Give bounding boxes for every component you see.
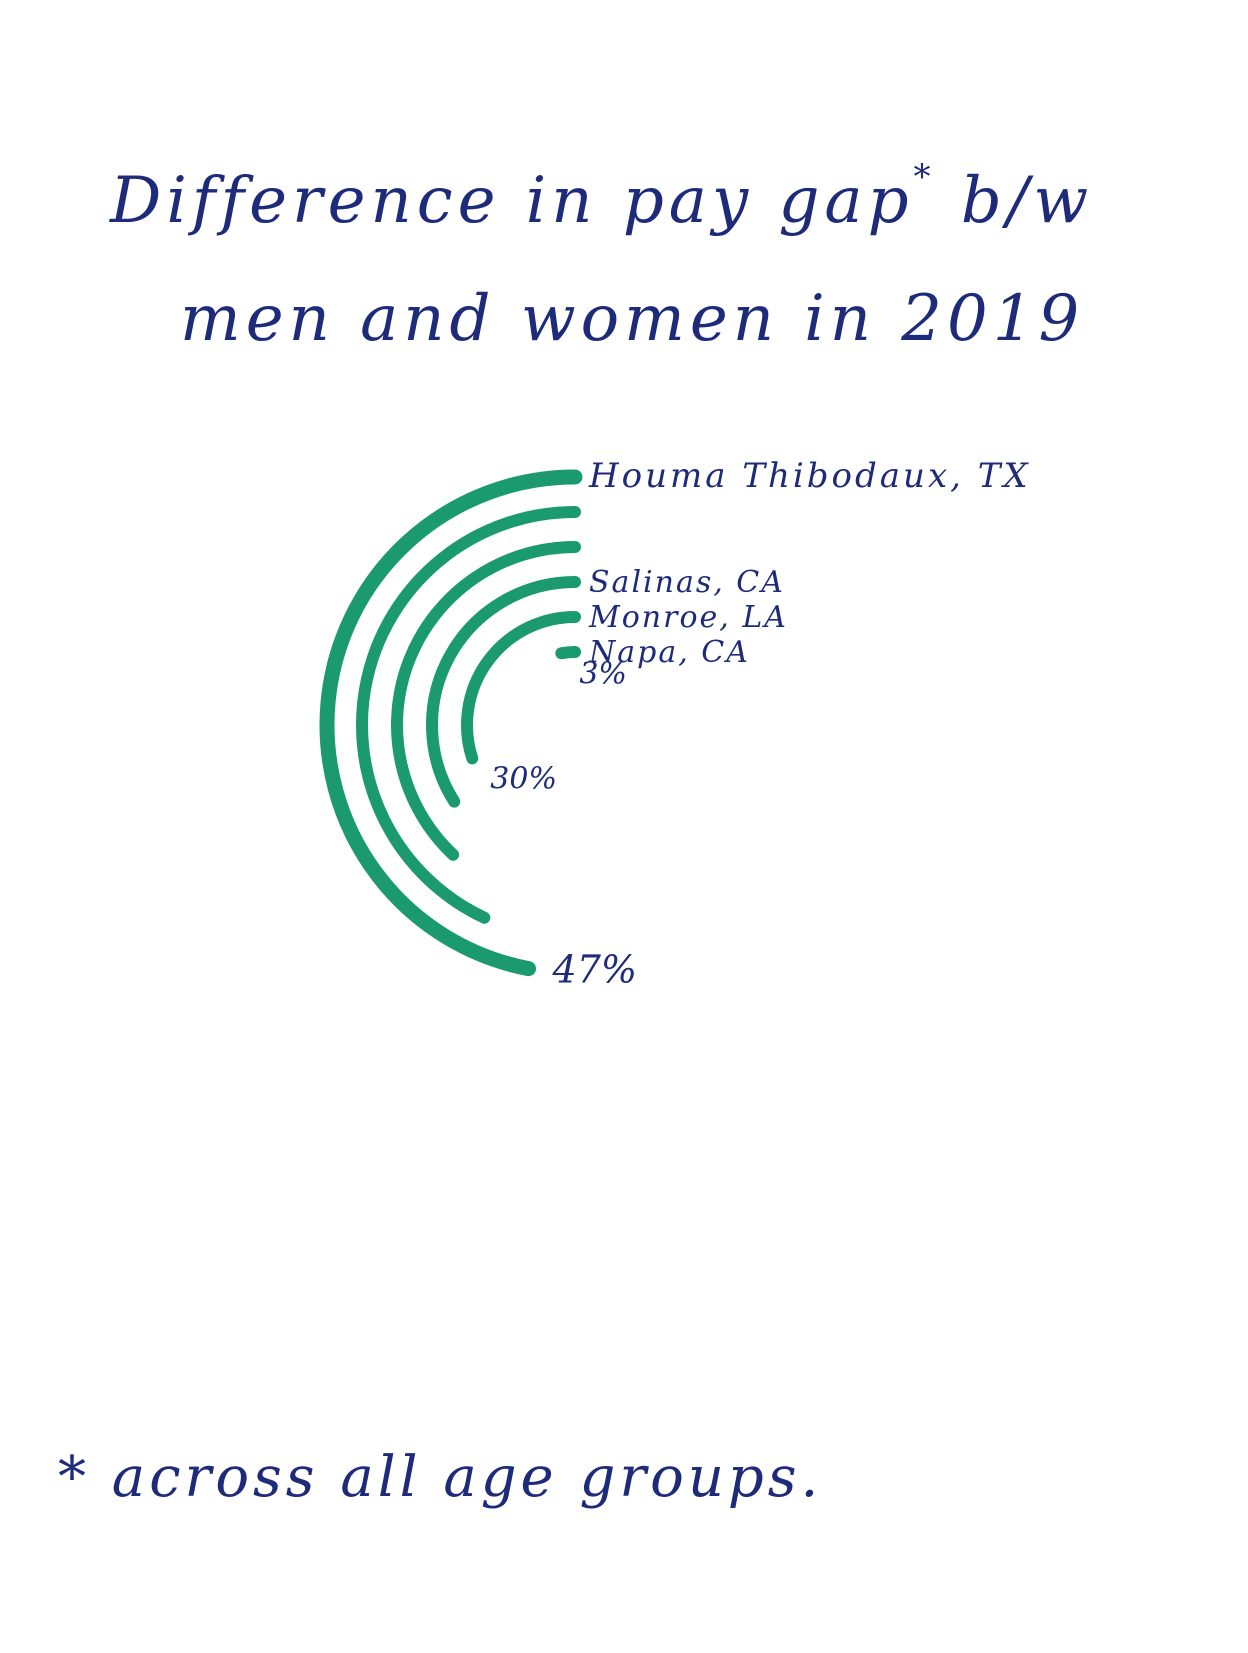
- value-label-0: 47%: [552, 948, 637, 992]
- value-label-group: 47% 30% 3%: [490, 656, 637, 991]
- category-label-0: Houma Thibodaux, TX: [588, 456, 1031, 496]
- category-label-3: Salinas, CA: [589, 565, 785, 600]
- value-label-5: 3%: [579, 656, 627, 691]
- footnote: * across all age groups.: [58, 1445, 1158, 1510]
- arc-bar-2: [397, 547, 575, 855]
- arc-bar-5: [561, 652, 575, 653]
- value-label-4: 30%: [490, 761, 557, 796]
- arc-group: [327, 477, 575, 969]
- arc-bar-4: [467, 617, 575, 758]
- category-label-4: Monroe, LA: [588, 600, 788, 635]
